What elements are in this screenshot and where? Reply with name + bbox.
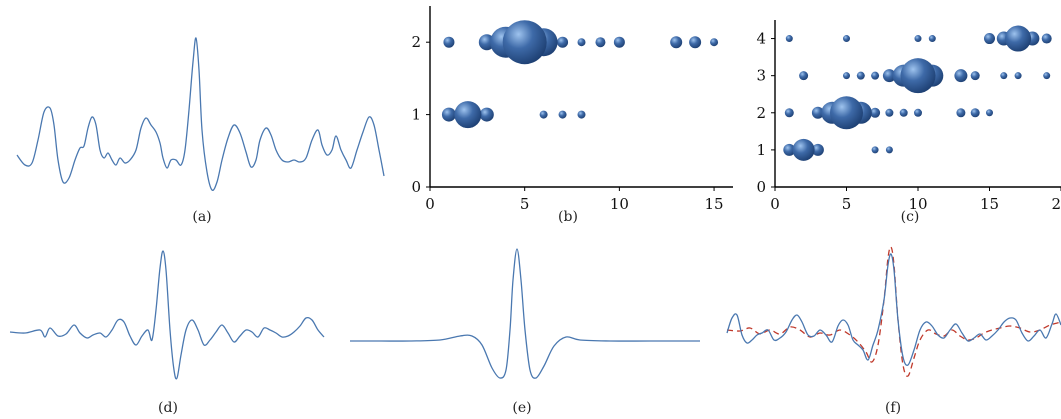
bubble-point (613, 36, 625, 48)
waveform-line (726, 253, 1061, 366)
bubble-point (441, 107, 456, 122)
bubble-point (830, 96, 863, 130)
bubble-point (689, 36, 702, 49)
x-tick-label: 15 (705, 195, 724, 213)
x-tick-label: 5 (842, 195, 852, 213)
caption-d: (d) (158, 400, 178, 416)
bubble-point (670, 36, 683, 49)
bubble-point (986, 109, 993, 117)
bubble-point (783, 143, 796, 156)
caption-f: (f) (885, 400, 901, 416)
panel-b: 0 5 10 15 0 1 2 (b) (411, 6, 733, 225)
bubble-point (885, 108, 894, 117)
y-tick-label: 4 (756, 30, 766, 48)
bubble-point (784, 108, 794, 118)
bubble-point (792, 138, 815, 161)
x-tick-label: 20 (1051, 195, 1061, 213)
bubble-series (783, 25, 1052, 161)
bubble-point (899, 108, 908, 117)
bubble-point (710, 38, 719, 47)
bubble-point (928, 35, 936, 43)
caption-a: (a) (192, 209, 211, 225)
bubble-point (811, 106, 824, 119)
bubble-point (970, 71, 980, 81)
bubble-point (557, 36, 569, 48)
bubble-point (870, 107, 881, 118)
bubble-point (956, 108, 966, 118)
bubble-point (843, 35, 850, 43)
bubble-point (882, 69, 896, 83)
x-tick-label: 0 (770, 195, 780, 213)
bubble-point (539, 110, 548, 119)
bubble-point (811, 143, 824, 156)
bubble-series (441, 20, 719, 129)
bubble-point (885, 146, 893, 154)
y-tick-label: 1 (756, 141, 766, 159)
bubble-point (1043, 72, 1051, 80)
panel-a: (a) (16, 37, 385, 225)
bubble-point (577, 110, 586, 119)
x-tick-label: 0 (425, 195, 435, 213)
y-tick-label: 2 (756, 104, 766, 122)
y-tick-label: 3 (756, 67, 766, 85)
x-tick-label: 15 (980, 195, 999, 213)
bubble-point (479, 107, 494, 122)
bubble-point (914, 35, 922, 43)
bubble-point (856, 71, 865, 80)
bubble-point (502, 20, 547, 65)
bubble-point (914, 108, 922, 117)
bubble-point (1005, 25, 1032, 52)
caption-b: (b) (558, 209, 578, 225)
bubble-point (577, 38, 586, 47)
x-tick-label: 10 (610, 195, 629, 213)
panel-d: (d) (9, 250, 325, 416)
waveform-line (9, 250, 325, 380)
bubble-point (871, 146, 879, 154)
bubble-point (970, 108, 980, 118)
panel-e: (e) (349, 248, 700, 416)
bubble-point (1014, 72, 1022, 80)
y-tick-label: 0 (411, 178, 421, 196)
wavelet-line (349, 248, 700, 379)
bubble-point (799, 71, 809, 81)
y-tick-label: 1 (411, 106, 421, 124)
bubble-point (443, 36, 455, 48)
bubble-point (558, 110, 567, 119)
waveform-line (16, 37, 385, 191)
bubble-point (595, 37, 606, 48)
panel-c: 0 5 10 15 20 0 1 2 3 4 (c) (756, 20, 1061, 225)
caption-e: (e) (512, 400, 531, 416)
caption-c: (c) (901, 209, 920, 225)
bubble-point (1000, 72, 1008, 80)
bubble-point (984, 33, 995, 45)
bubble-chart-axes: 0 5 10 15 20 0 1 2 3 4 (756, 20, 1061, 213)
bubble-point (843, 72, 850, 80)
bubble-point (900, 58, 936, 94)
x-tick-label: 10 (908, 195, 927, 213)
y-tick-label: 0 (756, 178, 766, 196)
bubble-point (454, 101, 482, 129)
y-tick-label: 2 (411, 33, 421, 51)
panel-f: (f) (726, 246, 1061, 416)
bubble-point (785, 35, 793, 43)
bubble-point (871, 71, 880, 80)
bubble-point (1041, 33, 1052, 44)
x-tick-label: 5 (520, 195, 530, 213)
bubble-point (954, 69, 968, 83)
bubble-chart-axes: 0 5 10 15 0 1 2 (411, 6, 733, 213)
